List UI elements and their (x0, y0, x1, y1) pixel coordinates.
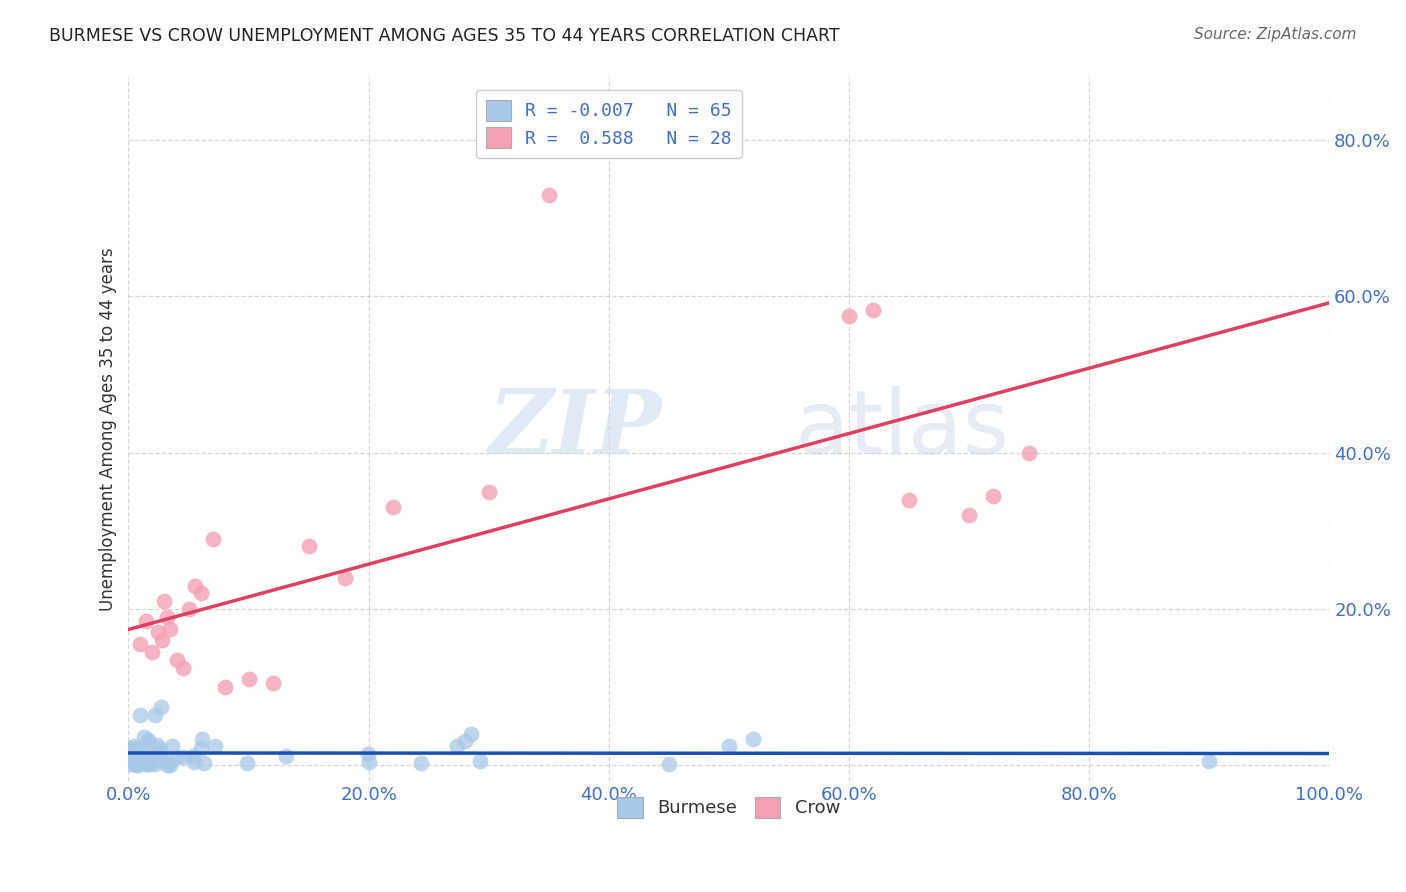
Text: BURMESE VS CROW UNEMPLOYMENT AMONG AGES 35 TO 44 YEARS CORRELATION CHART: BURMESE VS CROW UNEMPLOYMENT AMONG AGES … (49, 27, 839, 45)
Point (183, 755, 205, 769)
Text: Source: ZipAtlas.com: Source: ZipAtlas.com (1194, 27, 1357, 42)
Point (411, 756, 433, 771)
Point (129, 637, 152, 651)
Point (204, 739, 226, 754)
Point (156, 758, 179, 772)
Point (262, 676, 284, 690)
Point (214, 680, 236, 694)
Point (143, 757, 166, 772)
Point (121, 744, 143, 758)
Point (460, 727, 482, 741)
Point (136, 732, 159, 747)
Point (125, 741, 148, 756)
Point (150, 699, 173, 714)
Point (181, 748, 204, 763)
Y-axis label: Unemployment Among Ages 35 to 44 years: Unemployment Among Ages 35 to 44 years (100, 247, 117, 611)
Point (333, 571, 356, 585)
Text: ZIP: ZIP (489, 386, 662, 473)
Point (981, 489, 1004, 503)
Point (128, 753, 150, 767)
Point (159, 622, 181, 636)
Point (741, 731, 763, 746)
Point (124, 752, 146, 766)
Point (381, 500, 404, 515)
Text: atlas: atlas (794, 385, 1010, 473)
Point (166, 750, 188, 764)
Point (150, 754, 173, 768)
Point (156, 610, 179, 624)
Point (166, 653, 188, 667)
Point (122, 739, 145, 753)
Point (357, 756, 380, 770)
Point (157, 755, 180, 769)
Point (190, 741, 212, 756)
Point (138, 757, 160, 772)
Point (135, 614, 157, 628)
Point (201, 532, 224, 546)
Point (357, 747, 380, 761)
Point (118, 741, 141, 756)
Point (898, 492, 921, 507)
Point (118, 756, 141, 771)
Point (125, 754, 148, 768)
Point (717, 739, 740, 753)
Point (125, 758, 148, 772)
Point (172, 660, 194, 674)
Point (957, 508, 980, 523)
Point (183, 578, 205, 592)
Point (862, 303, 884, 318)
Point (132, 747, 155, 761)
Point (446, 739, 468, 753)
Point (297, 540, 319, 554)
Point (468, 755, 491, 769)
Point (129, 753, 152, 767)
Point (838, 309, 860, 323)
Point (153, 594, 176, 608)
Point (160, 739, 183, 754)
Point (478, 484, 501, 499)
Point (118, 751, 141, 765)
Point (136, 752, 159, 766)
Point (141, 645, 163, 659)
Point (276, 749, 298, 764)
Point (238, 673, 260, 687)
Point (190, 586, 212, 600)
Point (136, 753, 159, 767)
Point (148, 747, 170, 761)
Point (127, 757, 149, 772)
Point (537, 187, 560, 202)
Point (236, 756, 259, 770)
Point (120, 754, 142, 768)
Point (159, 758, 181, 772)
Point (149, 742, 172, 756)
Point (134, 757, 156, 772)
Point (121, 747, 143, 761)
Point (454, 734, 477, 748)
Point (121, 743, 143, 757)
Point (121, 744, 143, 758)
Point (121, 749, 143, 764)
Point (135, 749, 157, 764)
Point (193, 756, 215, 770)
Legend: Burmese, Crow: Burmese, Crow (610, 789, 848, 825)
Point (121, 755, 143, 769)
Point (1018, 445, 1040, 459)
Point (132, 731, 155, 745)
Point (125, 756, 148, 771)
Point (138, 756, 160, 771)
Point (658, 756, 681, 771)
Point (150, 633, 173, 648)
Point (1198, 754, 1220, 768)
Point (172, 750, 194, 764)
Point (118, 741, 141, 756)
Point (131, 754, 153, 768)
Point (148, 625, 170, 640)
Point (128, 707, 150, 722)
Point (177, 602, 200, 616)
Point (146, 738, 169, 752)
Point (122, 743, 145, 757)
Point (143, 707, 166, 722)
Point (138, 735, 160, 749)
Point (191, 732, 214, 747)
